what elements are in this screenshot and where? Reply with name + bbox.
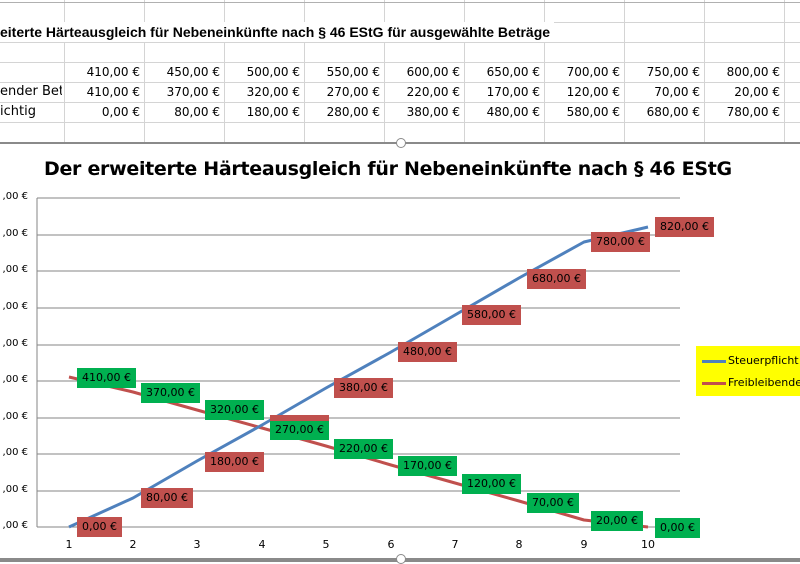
column-divider <box>144 0 145 142</box>
table-cell[interactable]: 270,00 € <box>326 85 380 99</box>
legend-line-icon <box>702 381 726 385</box>
row-label-cell[interactable]: ichtig <box>0 104 36 119</box>
row-divider <box>0 82 800 83</box>
x-tick-label: 9 <box>580 538 588 551</box>
data-label-freibleibend: 20,00 € <box>591 511 643 531</box>
data-label-steuerpflicht: 680,00 € <box>527 269 586 289</box>
data-label-freibleibend: 320,00 € <box>205 400 264 420</box>
row-divider <box>0 2 800 3</box>
table-cell[interactable]: 450,00 € <box>166 65 220 79</box>
data-label-freibleibend: 220,00 € <box>334 439 393 459</box>
y-tick-label: ,00 € <box>2 447 28 458</box>
data-label-steuerpflicht: 780,00 € <box>591 232 650 252</box>
line-chart[interactable]: Der erweiterte Härteausgleich für Nebene… <box>0 144 800 562</box>
x-tick-label: 7 <box>451 538 459 551</box>
row-label-cell[interactable]: ender Betr <box>0 84 62 99</box>
x-tick-label: 4 <box>258 538 266 551</box>
x-tick-label: 3 <box>193 538 201 551</box>
table-cell[interactable]: 170,00 € <box>486 85 540 99</box>
y-tick-label: ,00 € <box>2 191 28 202</box>
table-cell[interactable]: 20,00 € <box>734 85 780 99</box>
column-divider <box>304 0 305 142</box>
table-cell[interactable]: 780,00 € <box>726 105 780 119</box>
y-tick-label: ,00 € <box>2 338 28 349</box>
table-cell[interactable]: 180,00 € <box>246 105 300 119</box>
column-divider <box>64 0 65 142</box>
x-tick-label: 5 <box>322 538 330 551</box>
data-label-steuerpflicht: 80,00 € <box>141 488 193 508</box>
table-cell[interactable]: 280,00 € <box>326 105 380 119</box>
column-divider <box>464 0 465 142</box>
data-label-freibleibend: 410,00 € <box>77 368 136 388</box>
data-label-steuerpflicht: 580,00 € <box>462 305 521 325</box>
data-label-freibleibend: 0,00 € <box>655 518 700 538</box>
table-cell[interactable]: 550,00 € <box>326 65 380 79</box>
row-label-cell[interactable] <box>0 62 62 82</box>
row-divider <box>0 62 800 63</box>
row-divider <box>0 102 800 103</box>
table-cell[interactable]: 220,00 € <box>406 85 460 99</box>
chart-legend[interactable]: Steuerpflicht Freibleibende <box>696 346 800 396</box>
x-tick-label: 6 <box>387 538 395 551</box>
data-label-steuerpflicht-hidden: 280,00 € <box>270 415 329 421</box>
legend-item-steuerpflicht[interactable]: Steuerpflicht <box>702 354 799 368</box>
spreadsheet-area[interactable]: eiterte Härteausgleich für Nebeneinkünft… <box>0 0 800 142</box>
x-tick-label: 10 <box>641 538 655 551</box>
table-cell[interactable]: 650,00 € <box>486 65 540 79</box>
data-label-freibleibend: 370,00 € <box>141 383 200 403</box>
data-label-steuerpflicht: 0,00 € <box>77 517 122 537</box>
table-cell[interactable]: 500,00 € <box>246 65 300 79</box>
table-cell[interactable]: 120,00 € <box>566 85 620 99</box>
legend-item-freibleibende[interactable]: Freibleibende <box>702 376 800 390</box>
y-tick-label: ,00 € <box>2 520 28 531</box>
table-cell[interactable]: 700,00 € <box>566 65 620 79</box>
resize-handle-bottom[interactable] <box>396 554 406 564</box>
table-cell[interactable]: 750,00 € <box>646 65 700 79</box>
table-cell[interactable]: 800,00 € <box>726 65 780 79</box>
x-tick-label: 8 <box>515 538 523 551</box>
table-cell[interactable]: 680,00 € <box>646 105 700 119</box>
legend-line-icon <box>702 359 726 363</box>
column-divider <box>624 0 625 142</box>
table-cell[interactable]: 370,00 € <box>166 85 220 99</box>
table-cell[interactable]: 70,00 € <box>654 85 700 99</box>
y-tick-label: ,00 € <box>2 264 28 275</box>
column-divider <box>704 0 705 142</box>
column-divider <box>384 0 385 142</box>
table-cell[interactable]: 410,00 € <box>86 85 140 99</box>
data-label-steuerpflicht: 480,00 € <box>398 342 457 362</box>
chart-title: Der erweiterte Härteausgleich für Nebene… <box>44 158 732 180</box>
y-tick-label: ,00 € <box>2 228 28 239</box>
data-label-freibleibend: 270,00 € <box>270 420 329 440</box>
table-cell[interactable]: 600,00 € <box>406 65 460 79</box>
data-label-steuerpflicht: 820,00 € <box>655 217 714 237</box>
column-divider <box>784 0 785 142</box>
x-tick-label: 2 <box>129 538 137 551</box>
table-cell[interactable]: 410,00 € <box>86 65 140 79</box>
legend-label: Steuerpflicht <box>728 354 799 367</box>
data-label-freibleibend: 120,00 € <box>462 474 521 494</box>
row-divider <box>0 122 800 123</box>
row-divider <box>0 42 800 43</box>
y-tick-label: ,00 € <box>2 374 28 385</box>
table-cell[interactable]: 580,00 € <box>566 105 620 119</box>
legend-label: Freibleibende <box>728 376 800 389</box>
data-label-steuerpflicht: 180,00 € <box>205 452 264 472</box>
data-label-freibleibend: 170,00 € <box>398 456 457 476</box>
y-tick-label: ,00 € <box>2 301 28 312</box>
table-cell[interactable]: 80,00 € <box>174 105 220 119</box>
data-label-steuerpflicht: 380,00 € <box>334 378 393 398</box>
table-cell[interactable]: 0,00 € <box>101 105 140 119</box>
y-tick-label: ,00 € <box>2 484 28 495</box>
resize-handle-top[interactable] <box>396 138 406 148</box>
table-cell[interactable]: 480,00 € <box>486 105 540 119</box>
x-tick-label: 1 <box>65 538 73 551</box>
y-tick-label: ,00 € <box>2 411 28 422</box>
table-cell[interactable]: 320,00 € <box>246 85 300 99</box>
column-divider <box>544 0 545 142</box>
sheet-title-cell[interactable]: eiterte Härteausgleich für Nebeneinkünft… <box>0 22 555 42</box>
column-divider <box>224 0 225 142</box>
table-cell[interactable]: 380,00 € <box>406 105 460 119</box>
data-label-freibleibend: 70,00 € <box>527 493 579 513</box>
